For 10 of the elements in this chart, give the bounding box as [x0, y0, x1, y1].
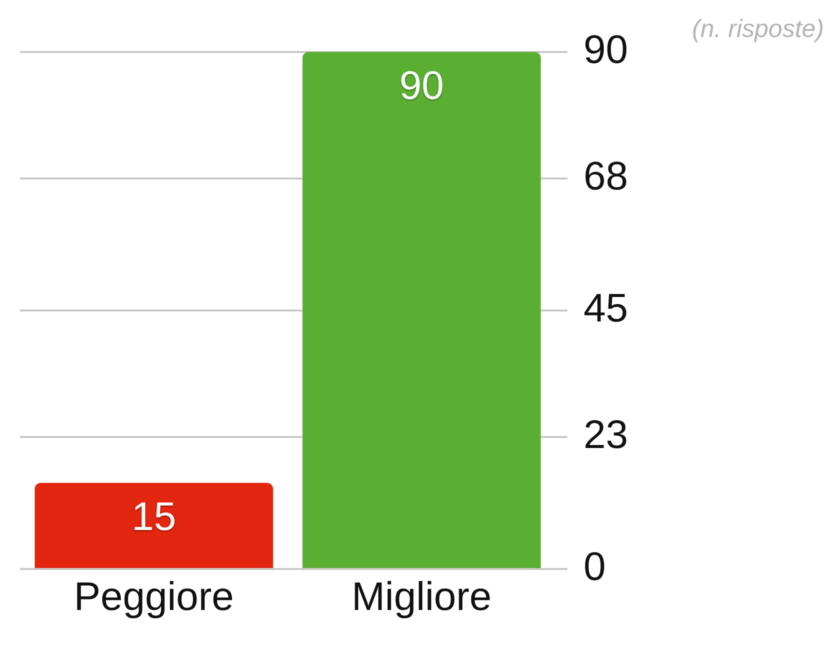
data-label: 90 — [399, 64, 444, 108]
x-tick-label: Peggiore — [74, 575, 234, 620]
y-axis-title: (n. risposte) — [692, 14, 824, 43]
x-tick-label: Migliore — [352, 575, 492, 620]
y-tick-label: 0 — [584, 545, 606, 590]
data-label: 15 — [132, 494, 176, 539]
y-tick-label: 68 — [584, 154, 628, 198]
y-tick-label: 90 — [584, 28, 628, 72]
y-tick-label: 45 — [584, 286, 628, 331]
y-tick-label: 23 — [584, 412, 628, 457]
